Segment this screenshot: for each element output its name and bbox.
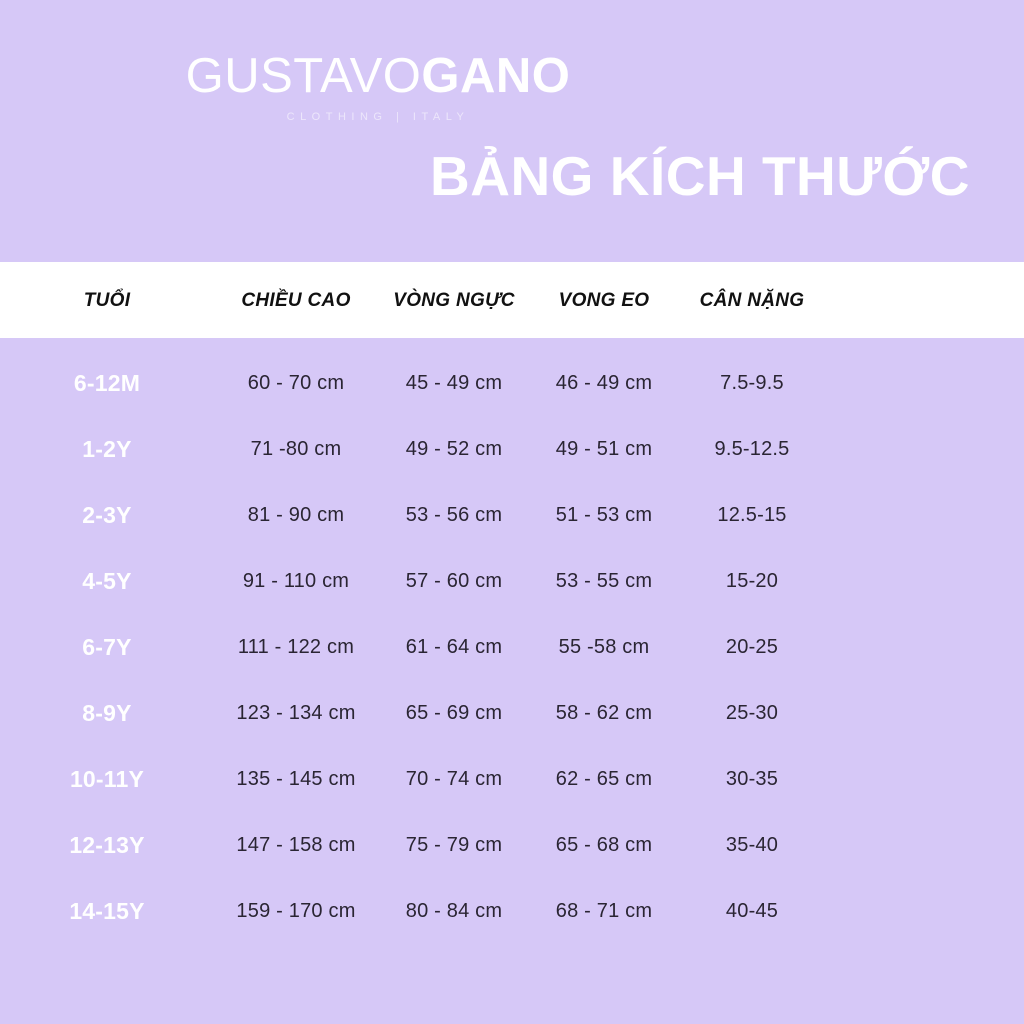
- cell-waist: 65 - 68 cm: [555, 833, 653, 856]
- column-header-height: CHIỀU CAO: [241, 290, 351, 311]
- brand-logo: GUSTAVOGANO CLOTHING | ITALY: [178, 48, 578, 123]
- table-header-band: TUỔI CHIỀU CAO VÒNG NGỰC VONG EO CÂN NẶN…: [0, 262, 1024, 338]
- cell-weight: 12.5-15: [717, 503, 787, 526]
- cell-weight: 9.5-12.5: [714, 437, 790, 460]
- cell-height: 135 - 145 cm: [236, 767, 356, 790]
- column-header-age: TUỔI: [83, 290, 131, 311]
- cell-weight: 25-30: [725, 701, 779, 724]
- table-row: 2-3Y 81 - 90 cm 53 - 56 cm 51 - 53 cm 12…: [0, 500, 1024, 530]
- cell-height: 60 - 70 cm: [247, 371, 345, 394]
- cell-weight: 35-40: [725, 833, 779, 856]
- cell-weight: 40-45: [725, 899, 779, 922]
- cell-weight: 30-35: [725, 767, 779, 790]
- cell-waist: 58 - 62 cm: [555, 701, 653, 724]
- cell-weight: 20-25: [725, 635, 779, 658]
- cell-chest: 49 - 52 cm: [405, 437, 503, 460]
- column-header-waist: VONG EO: [558, 290, 650, 311]
- cell-height: 91 - 110 cm: [242, 569, 350, 592]
- brand-name-light: GUSTAVO: [185, 49, 422, 103]
- cell-height: 71 -80 cm: [250, 437, 342, 460]
- cell-chest: 61 - 64 cm: [405, 635, 503, 658]
- page-title: BẢNG KÍCH THƯỚC: [430, 145, 971, 207]
- cell-height: 81 - 90 cm: [247, 503, 345, 526]
- cell-waist: 55 -58 cm: [558, 635, 650, 658]
- cell-height: 123 - 134 cm: [236, 701, 356, 724]
- cell-age: 1-2Y: [82, 435, 132, 462]
- table-body: 6-12M 60 - 70 cm 45 - 49 cm 46 - 49 cm 7…: [0, 338, 1024, 1024]
- brand-name-bold: GANO: [421, 49, 571, 103]
- cell-waist: 46 - 49 cm: [555, 371, 653, 394]
- cell-waist: 51 - 53 cm: [555, 503, 653, 526]
- table-header-row: TUỔI CHIỀU CAO VÒNG NGỰC VONG EO CÂN NẶN…: [0, 286, 1024, 316]
- cell-chest: 70 - 74 cm: [405, 767, 503, 790]
- cell-height: 147 - 158 cm: [236, 833, 356, 856]
- cell-waist: 53 - 55 cm: [555, 569, 653, 592]
- cell-age: 8-9Y: [82, 699, 132, 726]
- cell-chest: 53 - 56 cm: [405, 503, 503, 526]
- cell-age: 14-15Y: [69, 897, 145, 924]
- cell-age: 6-7Y: [82, 633, 132, 660]
- column-header-weight: CÂN NẶNG: [699, 290, 805, 311]
- cell-age: 4-5Y: [82, 567, 132, 594]
- table-row: 6-12M 60 - 70 cm 45 - 49 cm 46 - 49 cm 7…: [0, 368, 1024, 398]
- column-header-chest: VÒNG NGỰC: [393, 290, 515, 311]
- cell-chest: 65 - 69 cm: [405, 701, 503, 724]
- brand-name: GUSTAVOGANO: [178, 48, 578, 104]
- table-row: 8-9Y 123 - 134 cm 65 - 69 cm 58 - 62 cm …: [0, 698, 1024, 728]
- cell-age: 12-13Y: [69, 831, 145, 858]
- cell-age: 10-11Y: [69, 765, 145, 792]
- brand-tagline: CLOTHING | ITALY: [286, 111, 470, 123]
- table-row: 10-11Y 135 - 145 cm 70 - 74 cm 62 - 65 c…: [0, 764, 1024, 794]
- table-row: 12-13Y 147 - 158 cm 75 - 79 cm 65 - 68 c…: [0, 830, 1024, 860]
- cell-weight: 7.5-9.5: [720, 371, 784, 394]
- table-row: 4-5Y 91 - 110 cm 57 - 60 cm 53 - 55 cm 1…: [0, 566, 1024, 596]
- table-row: 1-2Y 71 -80 cm 49 - 52 cm 49 - 51 cm 9.5…: [0, 434, 1024, 464]
- cell-age: 2-3Y: [82, 501, 132, 528]
- poster-header: GUSTAVOGANO CLOTHING | ITALY BẢNG KÍCH T…: [0, 0, 1024, 262]
- cell-chest: 45 - 49 cm: [405, 371, 503, 394]
- cell-age: 6-12M: [73, 369, 141, 396]
- cell-height: 159 - 170 cm: [236, 899, 356, 922]
- cell-waist: 49 - 51 cm: [555, 437, 653, 460]
- cell-chest: 75 - 79 cm: [405, 833, 503, 856]
- cell-waist: 68 - 71 cm: [555, 899, 653, 922]
- cell-chest: 57 - 60 cm: [405, 569, 503, 592]
- cell-waist: 62 - 65 cm: [555, 767, 653, 790]
- cell-weight: 15-20: [725, 569, 779, 592]
- cell-chest: 80 - 84 cm: [405, 899, 503, 922]
- table-row: 6-7Y 111 - 122 cm 61 - 64 cm 55 -58 cm 2…: [0, 632, 1024, 662]
- table-row: 14-15Y 159 - 170 cm 80 - 84 cm 68 - 71 c…: [0, 896, 1024, 926]
- cell-height: 111 - 122 cm: [237, 635, 355, 658]
